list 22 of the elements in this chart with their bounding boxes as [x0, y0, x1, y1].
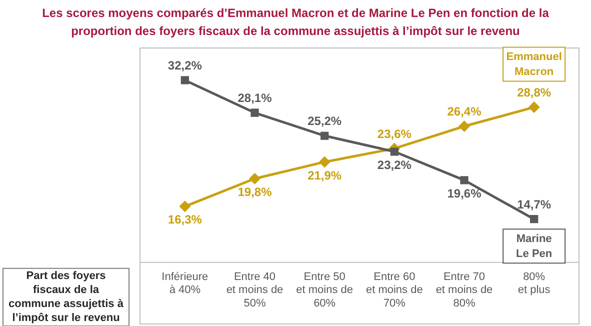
data-label: 19,8%: [238, 184, 272, 199]
x-tick-label: Entre 40 et moins de 50%: [226, 271, 284, 310]
data-label: 23,6%: [377, 126, 412, 141]
x-tick-label: Entre 60 et moins de 70%: [366, 271, 423, 310]
data-label: 14,7%: [517, 197, 552, 212]
text: Emmanuel Macron: [506, 51, 562, 78]
data-label: 23,2%: [377, 158, 412, 172]
chart-title: Les scores moyens comparés d’Emmanuel Macron et de Marine Le Pen en fonction de la proportion des foyers fiscaux de la commune assujettis à l’impôt sur le revenu: [41, 5, 550, 40]
data-label: 28,8%: [517, 86, 552, 100]
data-label: 32,2%: [168, 58, 202, 73]
x-tick-label: Inférieure à 40%: [162, 271, 208, 296]
data-label: 28,1%: [238, 91, 272, 106]
x-tick-label: 80% et plus: [518, 271, 551, 296]
data-label: 26,4%: [447, 104, 482, 119]
x-tick-label: Entre 70 et moins de 80%: [436, 271, 493, 310]
data-label: 25,2%: [308, 114, 342, 128]
data-label: 16,3%: [168, 212, 202, 227]
data-label: 21,9%: [308, 168, 342, 182]
x-tick-label: Entre 50 et moins de 60%: [296, 271, 354, 310]
series-label: Marine Le Pen: [516, 233, 552, 260]
data-label: 19,6%: [447, 186, 482, 201]
x-axis-title: Part des foyers fiscaux de la commune assujettis à l’impôt sur le revenu: [8, 270, 124, 324]
